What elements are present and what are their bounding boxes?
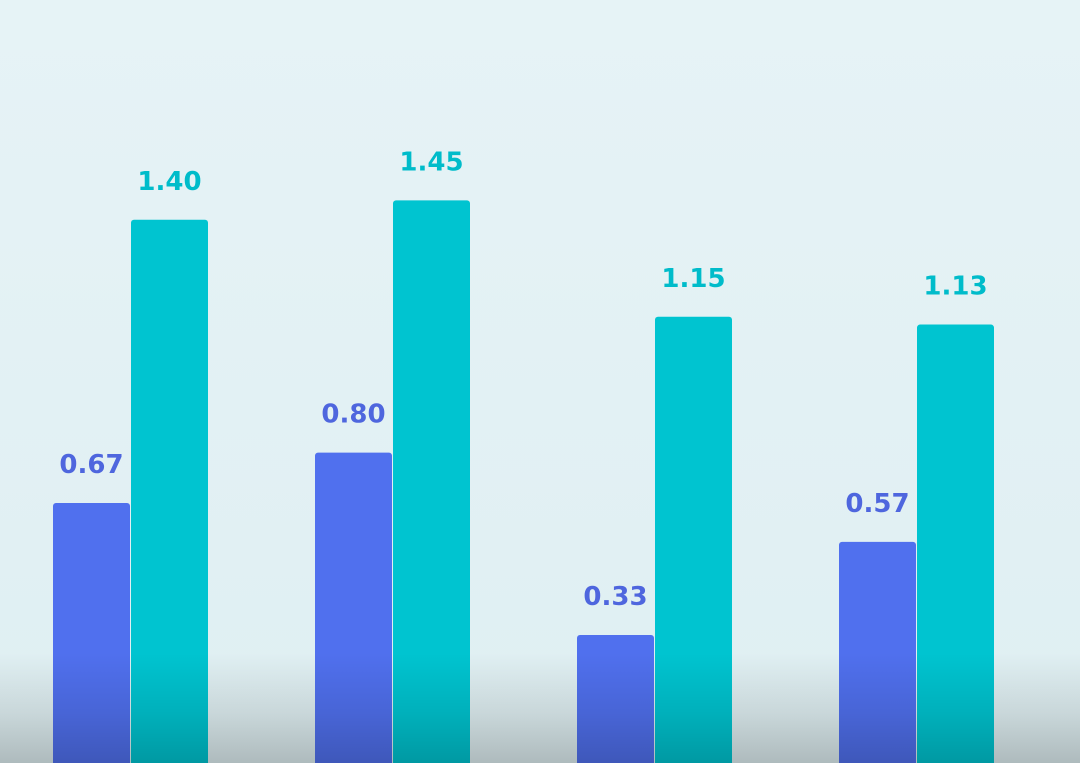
data-label-series1-group3: 0.33 — [583, 582, 647, 612]
bar-series1-group4 — [839, 541, 916, 763]
data-label-series1-group4: 0.57 — [845, 489, 909, 519]
data-label-series2-group1: 1.40 — [137, 167, 201, 197]
data-label-series1-group1: 0.67 — [59, 450, 123, 480]
data-label-series2-group3: 1.15 — [661, 264, 725, 294]
bar-series2-group1 — [131, 219, 208, 763]
bar-series1-group3 — [577, 634, 654, 763]
data-label-series2-group4: 1.13 — [923, 272, 987, 302]
bar-series1-group1 — [53, 503, 130, 763]
data-label-series2-group2: 1.45 — [399, 147, 463, 177]
bar-series2-group2 — [393, 200, 470, 763]
bar-series2-group3 — [655, 316, 732, 763]
data-label-series1-group2: 0.80 — [321, 400, 385, 430]
bar-series2-group4 — [917, 324, 994, 763]
bar-series1-group2 — [315, 452, 392, 763]
